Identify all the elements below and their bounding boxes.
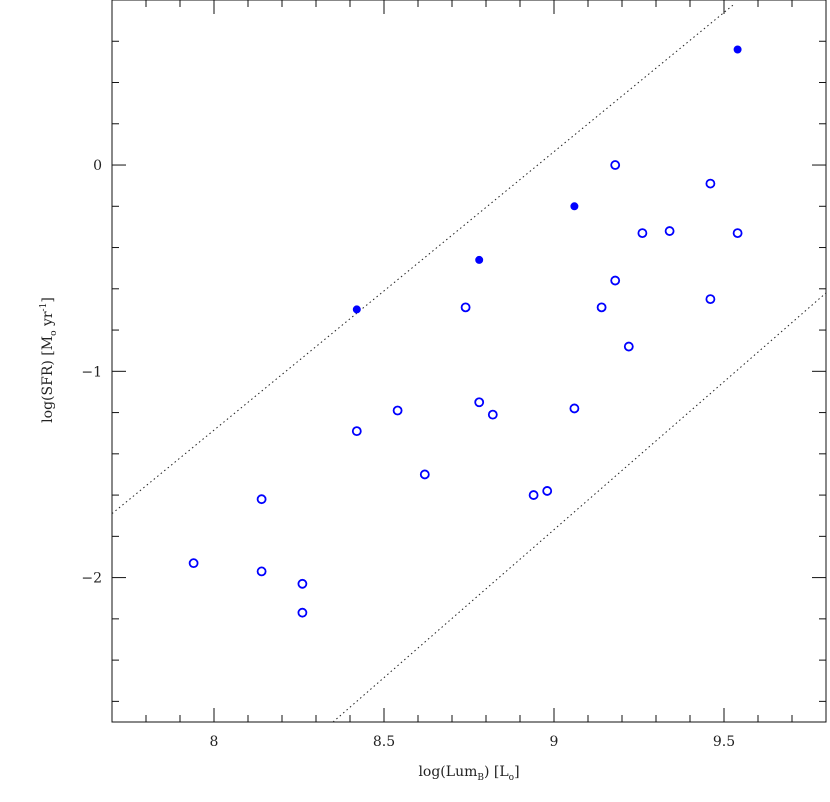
x-axis-title-sub2: o	[509, 773, 514, 783]
open-data-point	[623, 341, 634, 352]
open-data-point	[528, 490, 539, 500]
open-data-point	[256, 494, 267, 505]
x-tick-label: 8	[210, 734, 219, 750]
x-tick-label: 8.5	[373, 734, 395, 750]
dotted-reference-line	[112, 3, 735, 515]
x-axis-title-main: log(Lum	[418, 764, 477, 780]
open-data-point	[664, 226, 675, 236]
filled-data-point	[733, 45, 742, 54]
open-data-point	[460, 302, 471, 313]
y-tick-label: −2	[81, 571, 102, 587]
open-data-point	[596, 302, 607, 313]
open-data-point	[610, 275, 621, 286]
open-data-point	[474, 397, 485, 408]
filled-data-point	[352, 305, 361, 314]
axis-ticks	[111, 0, 827, 722]
y-axis-title: log(SFR) [Mo yr-1]	[39, 297, 59, 423]
open-data-point	[569, 403, 580, 414]
plot-frame	[111, 0, 827, 723]
open-data-point	[297, 607, 308, 618]
open-data-point	[297, 578, 308, 589]
y-tick-label: 0	[93, 158, 102, 174]
y-axis-title-main: log(SFR) [M	[40, 336, 56, 423]
open-data-point	[351, 426, 362, 437]
open-data-point	[732, 228, 743, 239]
x-axis-title-sub: B	[477, 773, 484, 783]
open-data-point	[392, 405, 403, 416]
x-axis-title-suffix: ) [L	[484, 764, 509, 780]
y-tick-label: −1	[81, 364, 102, 380]
open-data-point	[705, 294, 716, 305]
filled-data-point	[475, 255, 484, 264]
open-data-point	[487, 409, 498, 420]
y-axis-title-end: ]	[40, 297, 56, 302]
x-axis-title-end: ]	[514, 764, 519, 780]
filled-data-point	[570, 202, 579, 211]
x-axis-title: log(LumB) [Lo]	[418, 764, 519, 783]
y-axis-title-suffix: yr	[40, 311, 56, 330]
open-data-point	[188, 558, 199, 569]
y-axis-title-sup: -1	[39, 303, 49, 312]
open-data-point	[610, 160, 621, 170]
open-data-point	[256, 566, 267, 577]
y-axis-title-sub: o	[49, 331, 59, 336]
x-tick-label: 9	[550, 734, 559, 750]
tick-labels: 8 8.5 9 9.5 −2 −1 0	[81, 158, 735, 750]
dotted-reference-line	[332, 292, 826, 722]
reference-lines	[112, 3, 826, 722]
x-tick-label: 9.5	[713, 734, 735, 750]
open-data-point	[637, 228, 648, 239]
open-data-point	[419, 469, 430, 480]
open-data-point	[542, 486, 553, 496]
data-points	[188, 45, 743, 618]
open-data-point	[705, 178, 716, 189]
